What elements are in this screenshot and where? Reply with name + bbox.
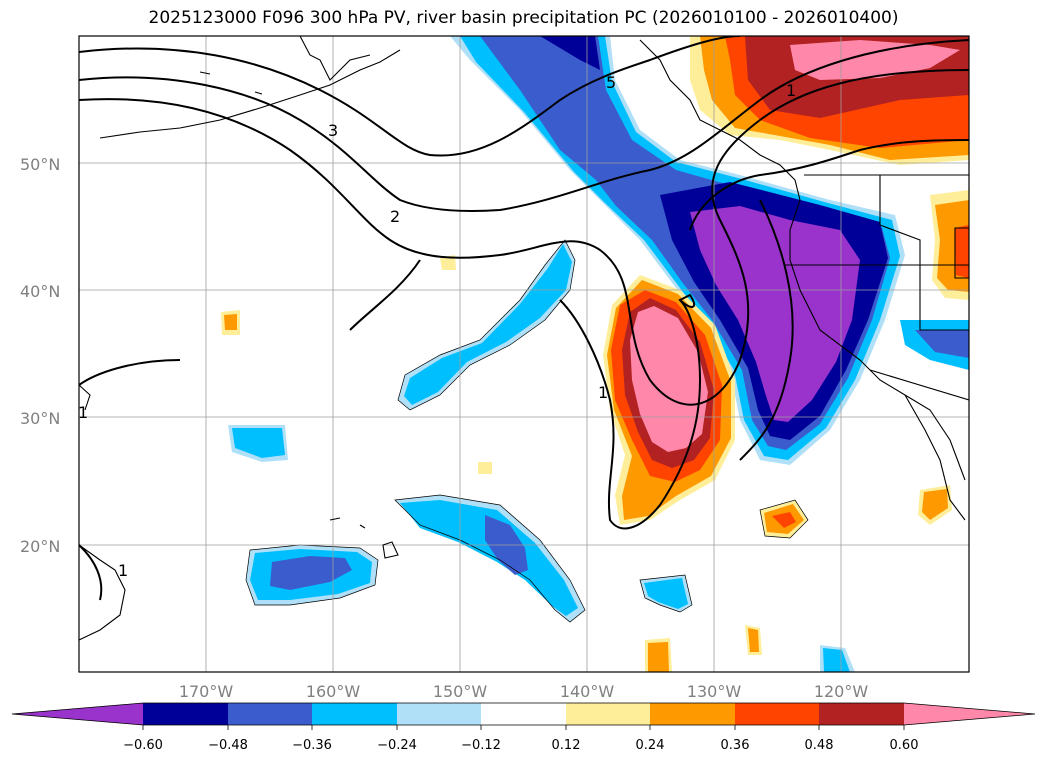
lon-label-130w: 130°W <box>687 682 742 701</box>
map-title: 2025123000 F096 300 hPa PV, river basin … <box>148 8 899 28</box>
lon-label-160w: 160°W <box>306 682 361 701</box>
colorbar-label: 0.60 <box>890 738 919 753</box>
pv-label-1d: 1 <box>786 81 796 100</box>
colorbar-segment <box>228 703 312 725</box>
pv-label-5: 5 <box>606 73 616 92</box>
pv-label-2: 2 <box>390 207 400 226</box>
positive-anomaly-offshore <box>603 275 735 525</box>
lon-label-120w: 120°W <box>814 682 869 701</box>
shading-outlines <box>245 239 809 623</box>
colorbar-label: −0.48 <box>208 738 248 753</box>
colorbar-label: 0.48 <box>805 738 834 753</box>
pv-contours <box>79 36 969 601</box>
latitude-labels: 50°N 40°N 30°N 20°N <box>20 155 60 556</box>
pv-label-1c: 1 <box>118 561 128 580</box>
colorbar-segment <box>566 703 650 725</box>
colorbar-label: −0.36 <box>292 738 332 753</box>
negative-anomaly-mid-pacific <box>228 240 855 672</box>
pv-label-3: 3 <box>328 121 338 140</box>
colorbar-label: −0.24 <box>377 738 417 753</box>
gridlines <box>79 36 969 672</box>
colorbar-segment <box>397 703 481 725</box>
lat-label-50n: 50°N <box>20 155 60 174</box>
lat-label-30n: 30°N <box>20 409 60 428</box>
colorbar-label: 0.36 <box>721 738 750 753</box>
colorbar-segment <box>312 703 397 725</box>
coastlines <box>79 36 969 641</box>
colorbar-segment <box>650 703 735 725</box>
colorbar-label: −0.60 <box>123 738 163 753</box>
lon-label-150w: 150°W <box>433 682 488 701</box>
colorbar-label: 0.24 <box>636 738 665 753</box>
colorbar-extend-high <box>904 703 1035 725</box>
lon-label-140w: 140°W <box>560 682 615 701</box>
colorbar-segment <box>819 703 904 725</box>
colorbar-segment <box>143 703 228 725</box>
positive-anomaly-canada <box>690 36 969 165</box>
longitude-labels: 170°W 160°W 150°W 140°W 130°W 120°W <box>179 682 869 701</box>
lon-label-170w: 170°W <box>179 682 234 701</box>
colorbar-labels: −0.60 −0.48 −0.36 −0.24 −0.12 0.12 0.24 … <box>123 738 918 753</box>
lat-label-40n: 40°N <box>20 282 60 301</box>
colorbar-segment <box>481 703 566 725</box>
colorbar: −0.60 −0.48 −0.36 −0.24 −0.12 0.12 0.24 … <box>11 702 1036 753</box>
pv-contour-labels: 3 2 1 1 1 5 1 <box>78 73 796 580</box>
pv-label-1b: 1 <box>78 403 88 422</box>
plot-frame <box>78 35 970 673</box>
lat-label-20n: 20°N <box>20 537 60 556</box>
colorbar-label: −0.12 <box>461 738 501 753</box>
colorbar-label: 0.12 <box>552 738 581 753</box>
colorbar-extend-low <box>12 703 143 725</box>
colorbar-segment <box>735 703 819 725</box>
plot-area: 3 2 1 1 1 5 1 <box>78 36 969 672</box>
pv-label-1a: 1 <box>598 383 608 402</box>
colorbar-ticks <box>142 725 905 730</box>
